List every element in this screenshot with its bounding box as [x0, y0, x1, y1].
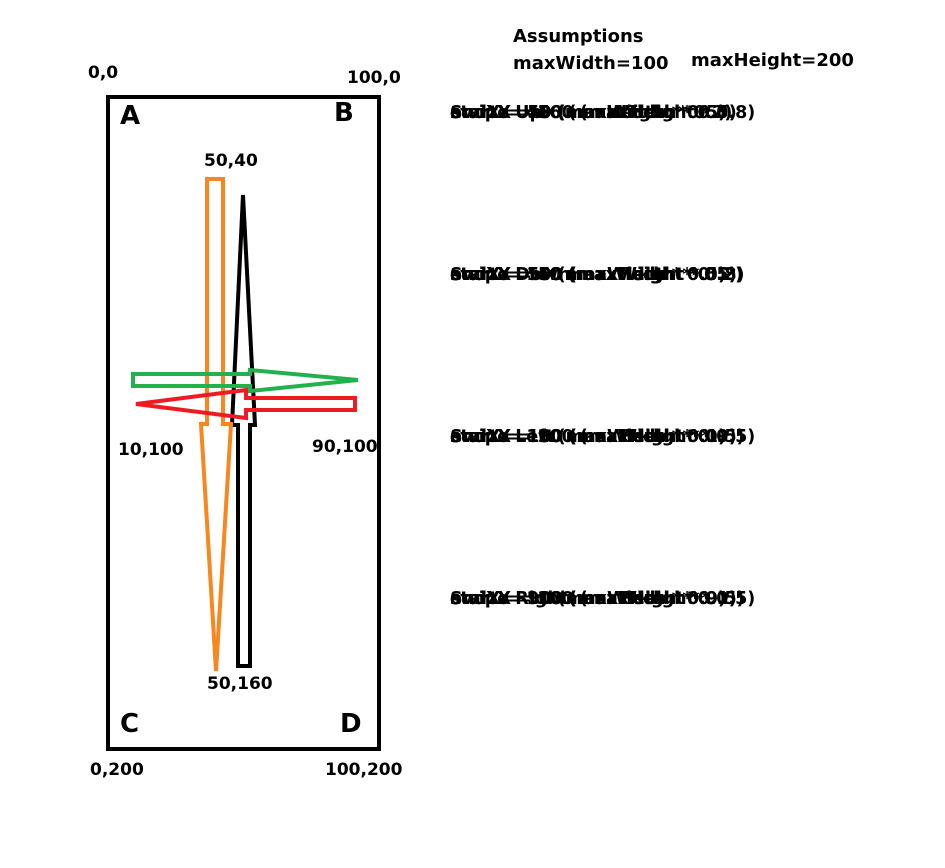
swipe-down-line: endX = 50 (maxWidth * 0.5) — [450, 265, 726, 285]
swipe-down-title: Swipe Down — [450, 265, 571, 285]
swipe-left-line: startX = 90 (maxWidth * 0.9) — [450, 427, 737, 447]
swipe-up-arrow — [229, 194, 258, 668]
coord-bottom-right: 100,200 — [325, 760, 403, 780]
corner-b: B — [334, 98, 354, 128]
coord-bottom-left: 0,200 — [90, 760, 144, 780]
swipe-right-line: startY = 100 (maxHeight * 0.5) — [450, 589, 756, 609]
assumption-max-height: maxHeight=200 — [691, 50, 854, 71]
swipe-right-arrow — [131, 367, 359, 394]
screen-outline — [106, 95, 381, 751]
corner-d: D — [340, 709, 362, 739]
swipe-down-arrow — [198, 177, 234, 672]
swipe-right-line: endY = 100 (maxHeight * 0.5) — [450, 589, 745, 609]
swipe-down-line: startY = 40 (maxHeight * 0.2) — [450, 265, 744, 285]
swipe-left-line: endY = 100 (maxHeight * 0.5) — [450, 427, 745, 447]
swipe-right-title: Swipe Right — [450, 589, 569, 609]
swipe-up-line: endX = 50 (maxWidth * 0.5) — [450, 103, 726, 123]
swipe-left-line: endX = 10 (maxWidth * 0.1) — [450, 427, 726, 447]
coord-right-point: 90,100 — [312, 437, 378, 457]
corner-a: A — [120, 101, 141, 131]
coord-top-point: 50,40 — [204, 151, 258, 171]
swipe-left-line: startY = 100 (maxHeight * 0.5) — [450, 427, 756, 447]
swipe-left-arrow — [135, 387, 357, 421]
assumptions-title: Assumptions — [513, 26, 644, 47]
swipe-up-title: Swipe Up — [450, 103, 542, 123]
coord-top-right: 100,0 — [347, 68, 401, 88]
swipe-right-line: endX = 90 (maxWidth * 0.9) — [450, 589, 726, 609]
coord-left-point: 10,100 — [118, 440, 184, 460]
swipe-left-title: Swipe Left — [450, 427, 555, 447]
swipe-up-line: startX = 50 (maxWidth * 0.5) — [450, 103, 737, 123]
swipe-up-line: endY = 40 (maxHeight * 0.2) — [450, 103, 733, 123]
swipe-up-line: startY = 160 (maxHeight * 0.8) — [450, 103, 756, 123]
swipe-right-line: startX = 10 (maxWidth * 0.1) — [450, 589, 737, 609]
coord-top-left: 0,0 — [88, 63, 119, 83]
swipe-down-line: startX = 50 (maxWidth * 0.5) — [450, 265, 737, 285]
corner-c: C — [120, 709, 140, 739]
swipe-down-line: endY = 160 (maxHeight * 0.8) — [450, 265, 745, 285]
assumption-max-width: maxWidth=100 — [513, 53, 669, 74]
coord-bottom-point: 50,160 — [207, 674, 273, 694]
